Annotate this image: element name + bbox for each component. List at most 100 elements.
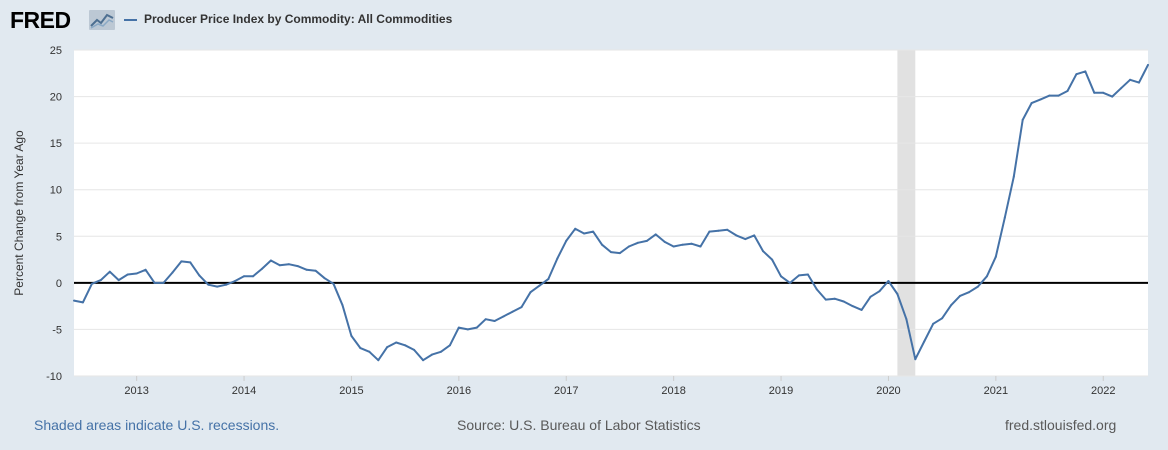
data-point[interactable]: [162, 281, 165, 284]
data-point[interactable]: [126, 273, 129, 276]
data-point[interactable]: [323, 277, 326, 280]
data-point[interactable]: [547, 278, 550, 281]
data-point[interactable]: [81, 301, 84, 304]
data-point[interactable]: [278, 264, 281, 267]
data-point[interactable]: [171, 271, 174, 274]
data-point[interactable]: [341, 304, 344, 307]
data-point[interactable]: [448, 344, 451, 347]
data-point[interactable]: [350, 334, 353, 337]
data-point[interactable]: [592, 230, 595, 233]
data-point[interactable]: [377, 359, 380, 362]
data-point[interactable]: [1138, 81, 1140, 84]
data-point[interactable]: [941, 317, 944, 320]
data-point[interactable]: [314, 269, 317, 272]
data-point[interactable]: [1129, 78, 1132, 81]
data-point[interactable]: [529, 291, 532, 294]
data-point[interactable]: [869, 295, 872, 298]
data-point[interactable]: [538, 284, 541, 287]
data-point[interactable]: [207, 283, 210, 286]
data-point[interactable]: [726, 228, 729, 231]
data-point[interactable]: [753, 234, 756, 237]
data-point[interactable]: [1102, 91, 1105, 94]
data-point[interactable]: [923, 340, 926, 343]
data-point[interactable]: [332, 282, 335, 285]
data-point[interactable]: [457, 326, 460, 329]
data-point[interactable]: [135, 272, 138, 275]
data-point[interactable]: [708, 230, 711, 233]
data-point[interactable]: [717, 229, 720, 232]
data-point[interactable]: [833, 297, 836, 300]
data-point[interactable]: [968, 291, 970, 294]
data-point[interactable]: [645, 239, 648, 242]
data-point[interactable]: [690, 242, 693, 245]
data-point[interactable]: [932, 322, 935, 325]
data-point[interactable]: [618, 252, 621, 255]
data-point[interactable]: [153, 281, 156, 284]
data-point[interactable]: [368, 350, 371, 353]
data-point[interactable]: [1147, 63, 1149, 66]
data-point[interactable]: [73, 299, 75, 302]
data-point[interactable]: [484, 318, 487, 321]
data-point[interactable]: [627, 245, 630, 248]
data-point[interactable]: [252, 275, 254, 278]
data-point[interactable]: [1120, 87, 1123, 90]
data-point[interactable]: [1111, 95, 1114, 98]
data-point[interactable]: [887, 280, 890, 282]
data-point[interactable]: [583, 232, 586, 235]
data-point[interactable]: [896, 293, 899, 295]
data-point[interactable]: [914, 358, 917, 361]
data-point[interactable]: [1066, 90, 1069, 92]
data-point[interactable]: [189, 261, 192, 264]
data-point[interactable]: [493, 320, 496, 322]
data-point[interactable]: [663, 240, 666, 243]
data-point[interactable]: [851, 305, 854, 308]
data-point[interactable]: [780, 275, 782, 278]
data-point[interactable]: [815, 288, 818, 291]
data-point[interactable]: [225, 283, 228, 286]
data-point[interactable]: [681, 243, 684, 246]
data-point[interactable]: [198, 274, 201, 277]
data-point[interactable]: [610, 251, 612, 254]
data-point[interactable]: [985, 275, 988, 278]
data-point[interactable]: [842, 300, 845, 303]
data-point[interactable]: [976, 285, 979, 288]
data-point[interactable]: [789, 281, 791, 284]
series-line-layer[interactable]: [73, 63, 1149, 362]
data-point[interactable]: [806, 273, 809, 276]
data-point[interactable]: [905, 318, 908, 321]
data-point[interactable]: [413, 348, 416, 351]
fred-logo[interactable]: FRED: [10, 7, 71, 33]
data-point[interactable]: [269, 259, 272, 262]
data-point[interactable]: [1084, 70, 1087, 73]
data-point[interactable]: [359, 347, 362, 350]
data-point[interactable]: [601, 243, 603, 246]
data-point[interactable]: [305, 268, 308, 271]
recession-note-link[interactable]: Shaded areas indicate U.S. recessions.: [34, 417, 280, 433]
data-point[interactable]: [439, 350, 442, 353]
data-point[interactable]: [99, 279, 102, 282]
data-point[interactable]: [1093, 91, 1096, 94]
data-point[interactable]: [735, 234, 738, 237]
data-point[interactable]: [234, 280, 237, 282]
data-point[interactable]: [395, 341, 398, 344]
data-point[interactable]: [243, 275, 245, 278]
data-point[interactable]: [574, 227, 577, 230]
data-point[interactable]: [950, 304, 953, 307]
data-point[interactable]: [1021, 118, 1024, 121]
data-point[interactable]: [216, 285, 219, 288]
data-point[interactable]: [1075, 73, 1078, 76]
data-point[interactable]: [520, 306, 523, 309]
site-link[interactable]: fred.stlouisfed.org: [1005, 417, 1117, 433]
data-point[interactable]: [296, 265, 299, 268]
data-point[interactable]: [798, 274, 800, 277]
data-point[interactable]: [556, 257, 559, 260]
data-point[interactable]: [1039, 98, 1042, 101]
data-point[interactable]: [1003, 216, 1006, 219]
data-point[interactable]: [654, 233, 657, 236]
data-point[interactable]: [502, 315, 505, 318]
data-point[interactable]: [565, 239, 568, 242]
data-point[interactable]: [699, 245, 702, 248]
data-point[interactable]: [771, 258, 774, 261]
data-point[interactable]: [860, 308, 863, 311]
data-point[interactable]: [878, 290, 881, 293]
